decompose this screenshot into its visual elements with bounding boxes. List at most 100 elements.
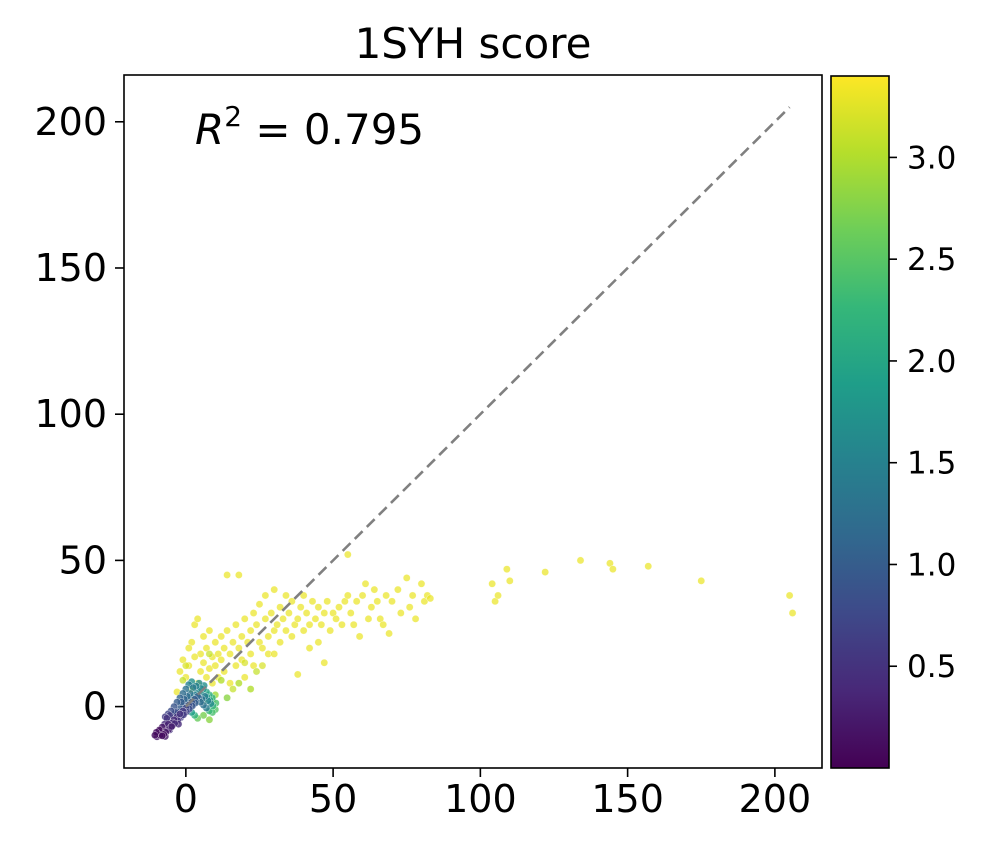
scatter-point — [314, 638, 323, 647]
scatter-point — [267, 609, 276, 617]
scatter-point — [235, 644, 243, 652]
r-squared-exponent: 2 — [224, 100, 242, 133]
scatter-point — [205, 650, 214, 658]
r-squared-value: = 0.795 — [242, 105, 424, 154]
scatter-point — [302, 609, 311, 617]
scatter-point — [229, 638, 237, 647]
scatter-point — [258, 661, 267, 670]
x-tick-label: 50 — [309, 777, 357, 821]
scatter-point — [388, 597, 396, 606]
scatter-point — [426, 594, 435, 603]
scatter-point — [320, 609, 329, 617]
scatter-point — [697, 577, 706, 585]
scatter-point — [361, 579, 370, 588]
colorbar-tick-label: 1.5 — [907, 446, 956, 482]
scatter-point — [541, 568, 550, 576]
scatter-point — [788, 609, 797, 617]
scatter-point — [223, 693, 231, 702]
colorbar — [830, 75, 890, 769]
scatter-point — [237, 632, 246, 641]
scatter-point — [232, 661, 240, 670]
scatter-point — [184, 644, 193, 652]
scatter-point — [349, 620, 358, 629]
scatter-point — [205, 715, 214, 724]
scatter-point — [240, 658, 249, 667]
scatter-point — [323, 597, 332, 606]
scatter-point — [644, 562, 653, 571]
scatter-point — [190, 653, 199, 661]
scatter-point — [576, 556, 585, 565]
scatter-point — [338, 620, 346, 629]
scatter-point — [408, 591, 417, 600]
scatter-point — [223, 626, 231, 635]
scatter-point — [402, 574, 411, 582]
scatter-point — [396, 609, 405, 617]
scatter-point — [246, 650, 255, 658]
scatter-point — [282, 626, 290, 635]
scatter-point — [305, 644, 314, 652]
colorbar-axis: 0.5 1.0 1.5 2.0 2.5 3.0 — [889, 140, 956, 685]
scatter-point — [235, 679, 243, 688]
scatter-point — [240, 615, 249, 623]
scatter-point — [346, 609, 355, 617]
scatter-point — [252, 620, 261, 629]
scatter-point — [343, 550, 352, 559]
x-axis: 0 50 100 150 200 — [174, 768, 811, 821]
scatter-point — [255, 600, 264, 609]
scatter-point — [223, 571, 231, 579]
scatter-point — [411, 615, 420, 623]
scatter-point — [355, 632, 364, 641]
colorbar-tick-label: 0.5 — [907, 649, 956, 685]
scatter-point — [176, 667, 184, 676]
scatter-point — [246, 685, 255, 693]
scatter-point — [279, 615, 287, 623]
scatter-point — [217, 676, 226, 685]
scatter-point — [405, 603, 414, 612]
scatter-point — [217, 655, 226, 664]
scatter-point — [151, 731, 159, 740]
colorbar-tick-label: 1.0 — [907, 547, 956, 583]
scatter-point — [282, 591, 290, 600]
scatter-point — [299, 626, 308, 635]
r-squared-symbol: R — [195, 105, 224, 154]
scatter-point — [417, 579, 426, 588]
scatter-point — [314, 603, 323, 612]
scatter-point — [211, 661, 220, 670]
scatter-point — [305, 620, 314, 629]
scatter-point — [196, 667, 205, 676]
scatter-point — [229, 685, 237, 693]
scatter-point — [199, 658, 208, 667]
scatter-point — [285, 609, 293, 617]
scatter-point — [181, 661, 190, 670]
y-tick-label: 200 — [34, 100, 107, 144]
scatter-point — [261, 615, 270, 623]
scatter-point — [235, 571, 243, 579]
scatter-point — [167, 722, 176, 731]
scatter-point — [379, 620, 388, 629]
scatter-point — [199, 632, 208, 641]
scatter-point — [270, 585, 279, 594]
scatter-point — [205, 626, 214, 635]
scatter-point — [158, 731, 167, 740]
scatter-point — [335, 603, 343, 612]
scatter-point — [217, 632, 226, 641]
scatter-point — [270, 650, 279, 658]
scatter-point — [246, 626, 255, 635]
scatter-point — [343, 591, 352, 600]
y-tick-label: 50 — [59, 538, 107, 582]
scatter-point — [240, 673, 249, 682]
scatter-point — [211, 638, 220, 647]
scatter-point — [264, 632, 273, 641]
scatter-point — [320, 658, 329, 667]
scatter-point — [252, 667, 261, 676]
y-axis: 0 50 100 150 200 — [34, 100, 124, 729]
scatter-point — [367, 603, 376, 612]
scatter-point — [288, 632, 296, 641]
reference-line — [184, 106, 791, 708]
scatter-point — [273, 620, 281, 629]
scatter-point — [232, 620, 240, 629]
scatter-point — [332, 615, 340, 623]
scatter-point — [505, 577, 514, 585]
x-tick-label: 100 — [444, 777, 517, 821]
